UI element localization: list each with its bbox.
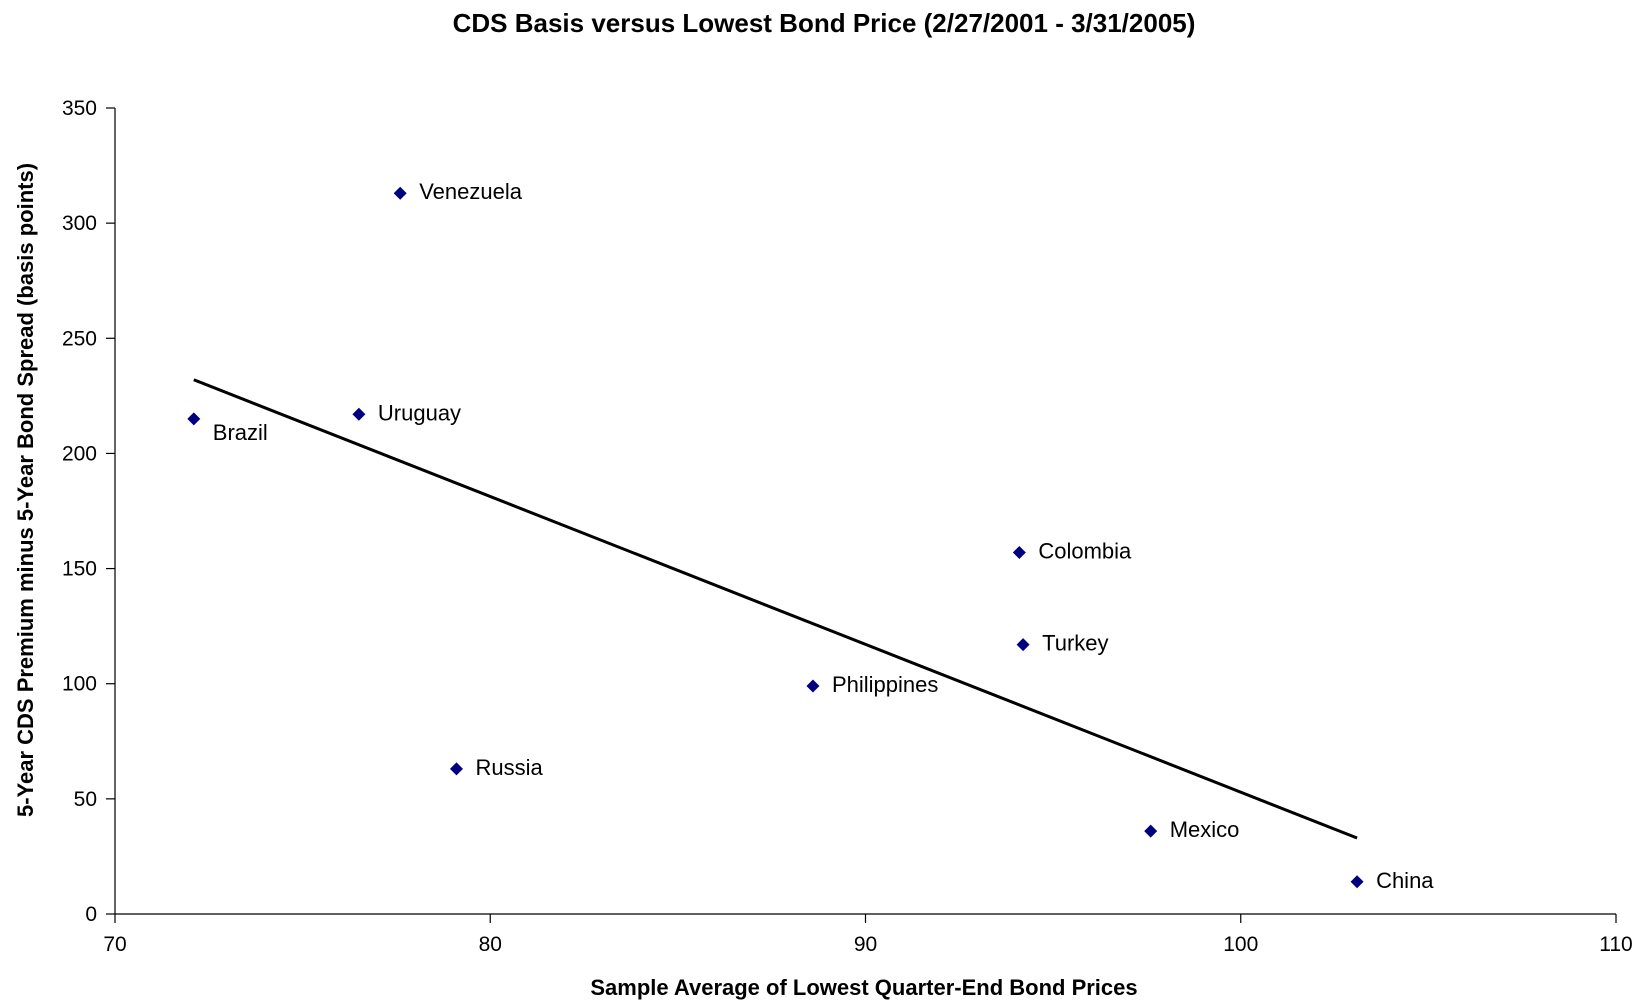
y-tick-label: 150 [62, 558, 97, 581]
point-label-venezuela: Venezuela [419, 179, 523, 204]
y-tick-label: 200 [62, 442, 97, 465]
y-tick-label: 100 [62, 673, 97, 696]
trend-line [193, 378, 1358, 840]
y-tick-label: 300 [62, 212, 97, 235]
chart-title: CDS Basis versus Lowest Bond Price (2/27… [453, 8, 1196, 38]
y-tick-label: 250 [62, 327, 97, 350]
point-label-colombia: Colombia [1038, 538, 1132, 563]
point-label-brazil: Brazil [213, 420, 268, 445]
point-label-china: China [1376, 868, 1434, 893]
x-tick-label: 100 [1223, 933, 1258, 956]
data-point-philippines [806, 679, 820, 693]
point-label-philippines: Philippines [832, 672, 938, 697]
trendline-group [193, 378, 1358, 840]
point-label-turkey: Turkey [1042, 631, 1108, 656]
data-point-colombia [1012, 545, 1026, 559]
y-tick-label: 50 [74, 788, 97, 811]
y-tick-label: 350 [62, 97, 97, 120]
axes: 0 50 100 150 200 250 300 350 70 80 90 100 110 [62, 97, 1633, 956]
point-label-uruguay: Uruguay [378, 400, 461, 425]
x-tick-label: 90 [854, 933, 877, 956]
y-axis-title-group: 5-Year CDS Premium minus 5-Year Bond Spr… [13, 163, 38, 817]
y-axis-title: 5-Year CDS Premium minus 5-Year Bond Spr… [13, 163, 38, 817]
point-label-russia: Russia [475, 755, 543, 780]
data-point-uruguay [352, 407, 366, 421]
x-tick-label: 110 [1599, 933, 1632, 956]
data-point-mexico [1144, 824, 1158, 838]
data-point-venezuela [393, 186, 407, 200]
data-point-russia [449, 762, 463, 776]
data-points-group: Brazil Uruguay Venezuela Russia Philippines C… [187, 179, 1434, 893]
y-tick-label: 0 [85, 903, 97, 926]
x-tick-label: 70 [103, 933, 126, 956]
data-point-turkey [1016, 638, 1030, 652]
x-axis-title: Sample Average of Lowest Quarter-End Bon… [590, 975, 1137, 1000]
data-point-brazil [187, 412, 201, 426]
point-label-mexico: Mexico [1170, 817, 1240, 842]
x-tick-label: 80 [479, 933, 502, 956]
data-point-china [1350, 875, 1364, 889]
